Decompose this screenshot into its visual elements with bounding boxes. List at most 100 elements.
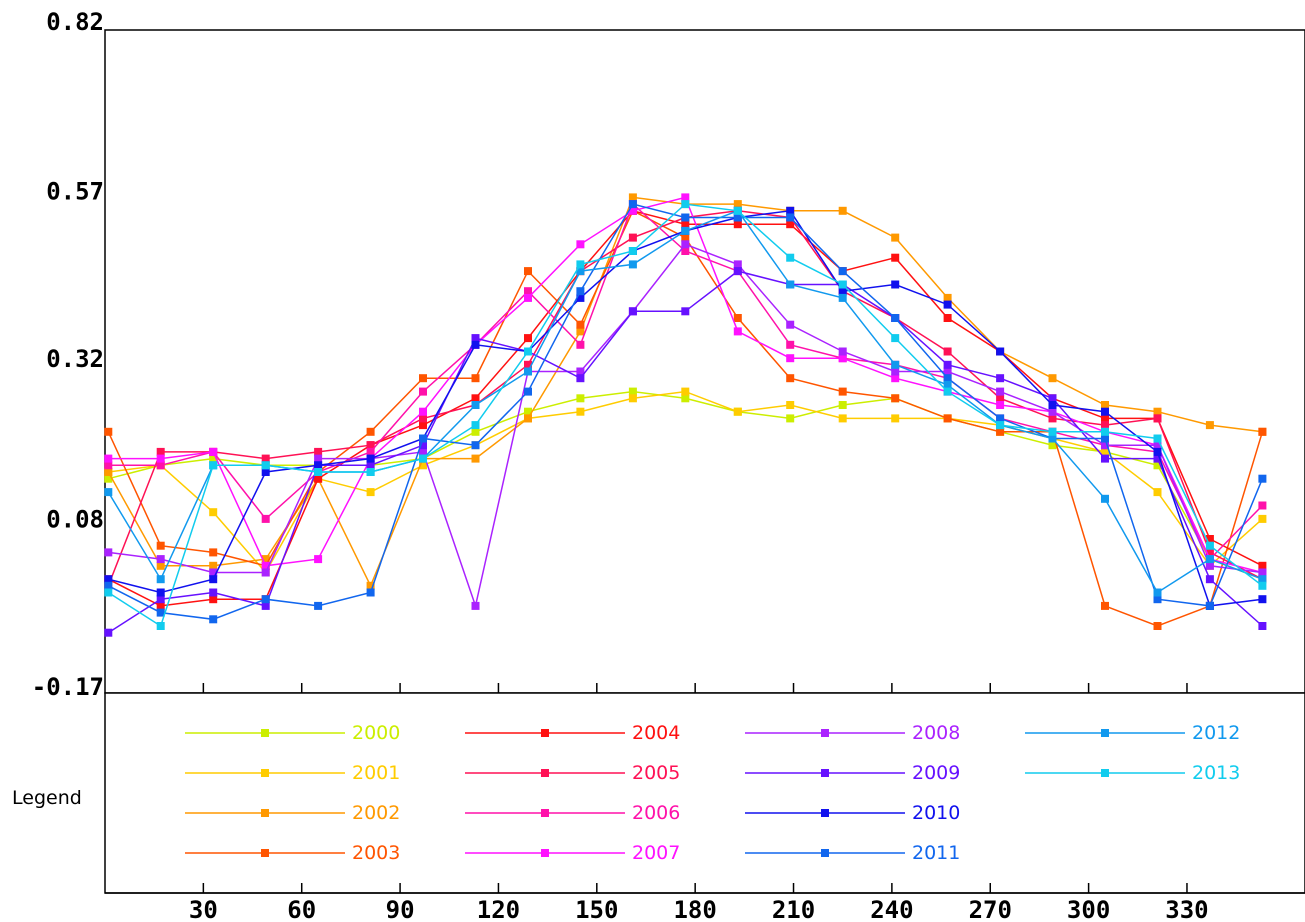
data-point: [366, 488, 375, 497]
data-point: [733, 206, 742, 215]
data-point: [209, 588, 218, 597]
data-point: [838, 206, 847, 215]
data-point: [1153, 414, 1162, 423]
data-point: [156, 561, 165, 570]
data-point: [156, 575, 165, 584]
data-point: [786, 213, 795, 222]
data-point: [419, 407, 427, 416]
data-point: [209, 461, 218, 470]
data-point: [419, 461, 427, 470]
data-point: [786, 340, 795, 349]
data-point: [524, 293, 532, 302]
data-point: [1153, 454, 1162, 463]
data-point: [419, 421, 427, 430]
data-point: [1101, 427, 1109, 436]
data-point: [366, 468, 375, 476]
data-point: [1101, 601, 1109, 610]
legend-area: [104, 692, 1305, 894]
legend-item: 2000: [185, 722, 400, 744]
data-point: [943, 380, 952, 389]
data-point: [576, 260, 585, 269]
data-point: [314, 601, 323, 610]
data-point: [366, 581, 375, 590]
data-point: [681, 387, 690, 396]
data-point: [1101, 454, 1109, 463]
data-point: [733, 200, 742, 209]
data-point: [471, 454, 480, 463]
data-point: [628, 394, 637, 403]
data-point: [156, 454, 165, 463]
data-point: [261, 461, 270, 470]
data-point: [1205, 421, 1214, 430]
series-2013: [104, 200, 1267, 630]
data-point: [471, 441, 480, 450]
data-point: [1048, 374, 1057, 383]
data-point: [209, 615, 218, 624]
data-point: [156, 608, 165, 617]
data-point: [366, 447, 375, 456]
data-point: [471, 401, 480, 409]
legend-item: 2006: [465, 802, 680, 824]
legend-swatch-marker: [821, 809, 829, 817]
legend-item: 2008: [745, 722, 960, 744]
legend-label: 2009: [912, 762, 960, 784]
data-point: [156, 541, 165, 550]
data-point: [628, 260, 637, 269]
data-point: [1205, 601, 1214, 610]
data-point: [628, 247, 637, 255]
data-point: [104, 454, 113, 463]
legend-label: 2002: [352, 802, 400, 824]
data-point: [943, 360, 952, 369]
data-point: [838, 387, 847, 396]
data-point: [1048, 441, 1057, 450]
data-point: [104, 488, 113, 497]
data-point: [471, 421, 480, 430]
data-point: [681, 193, 690, 202]
data-point: [419, 454, 427, 463]
data-point: [1048, 414, 1057, 423]
data-point: [156, 622, 165, 630]
data-point: [419, 387, 427, 396]
data-point: [1153, 447, 1162, 456]
data-point: [996, 421, 1005, 430]
legend-item: 2005: [465, 762, 680, 784]
legend-item: 2010: [745, 802, 960, 824]
data-point: [943, 300, 952, 309]
x-tick-label: 90: [386, 896, 415, 922]
data-point: [943, 314, 952, 322]
data-point: [1101, 434, 1109, 443]
data-point: [733, 213, 742, 222]
legend-item: 2011: [745, 842, 960, 864]
y-tick-label: 0.32: [46, 345, 104, 373]
data-point: [628, 200, 637, 209]
legend-item: 2003: [185, 842, 400, 864]
data-point: [838, 267, 847, 276]
legend-item: 2013: [1025, 762, 1240, 784]
data-point: [156, 588, 165, 597]
data-point: [156, 461, 165, 470]
data-point: [209, 568, 218, 577]
data-point: [576, 374, 585, 383]
data-point: [681, 226, 690, 235]
data-point: [786, 253, 795, 262]
legend-item: 2002: [185, 802, 400, 824]
x-tick-label: 120: [477, 896, 520, 922]
legend-swatch-marker: [821, 849, 829, 857]
data-point: [681, 247, 690, 255]
data-point: [314, 555, 323, 564]
data-point: [838, 401, 847, 409]
data-point: [104, 461, 113, 470]
data-point: [104, 581, 113, 590]
data-point: [628, 387, 637, 396]
data-point: [261, 555, 270, 564]
legend-label: 2008: [912, 722, 960, 744]
data-point: [209, 447, 218, 456]
x-tick-label: 60: [287, 896, 316, 922]
legend-swatch-marker: [261, 809, 269, 817]
data-point: [628, 233, 637, 242]
data-point: [681, 213, 690, 222]
data-point: [419, 441, 427, 450]
data-point: [314, 447, 323, 456]
data-point: [996, 387, 1005, 396]
